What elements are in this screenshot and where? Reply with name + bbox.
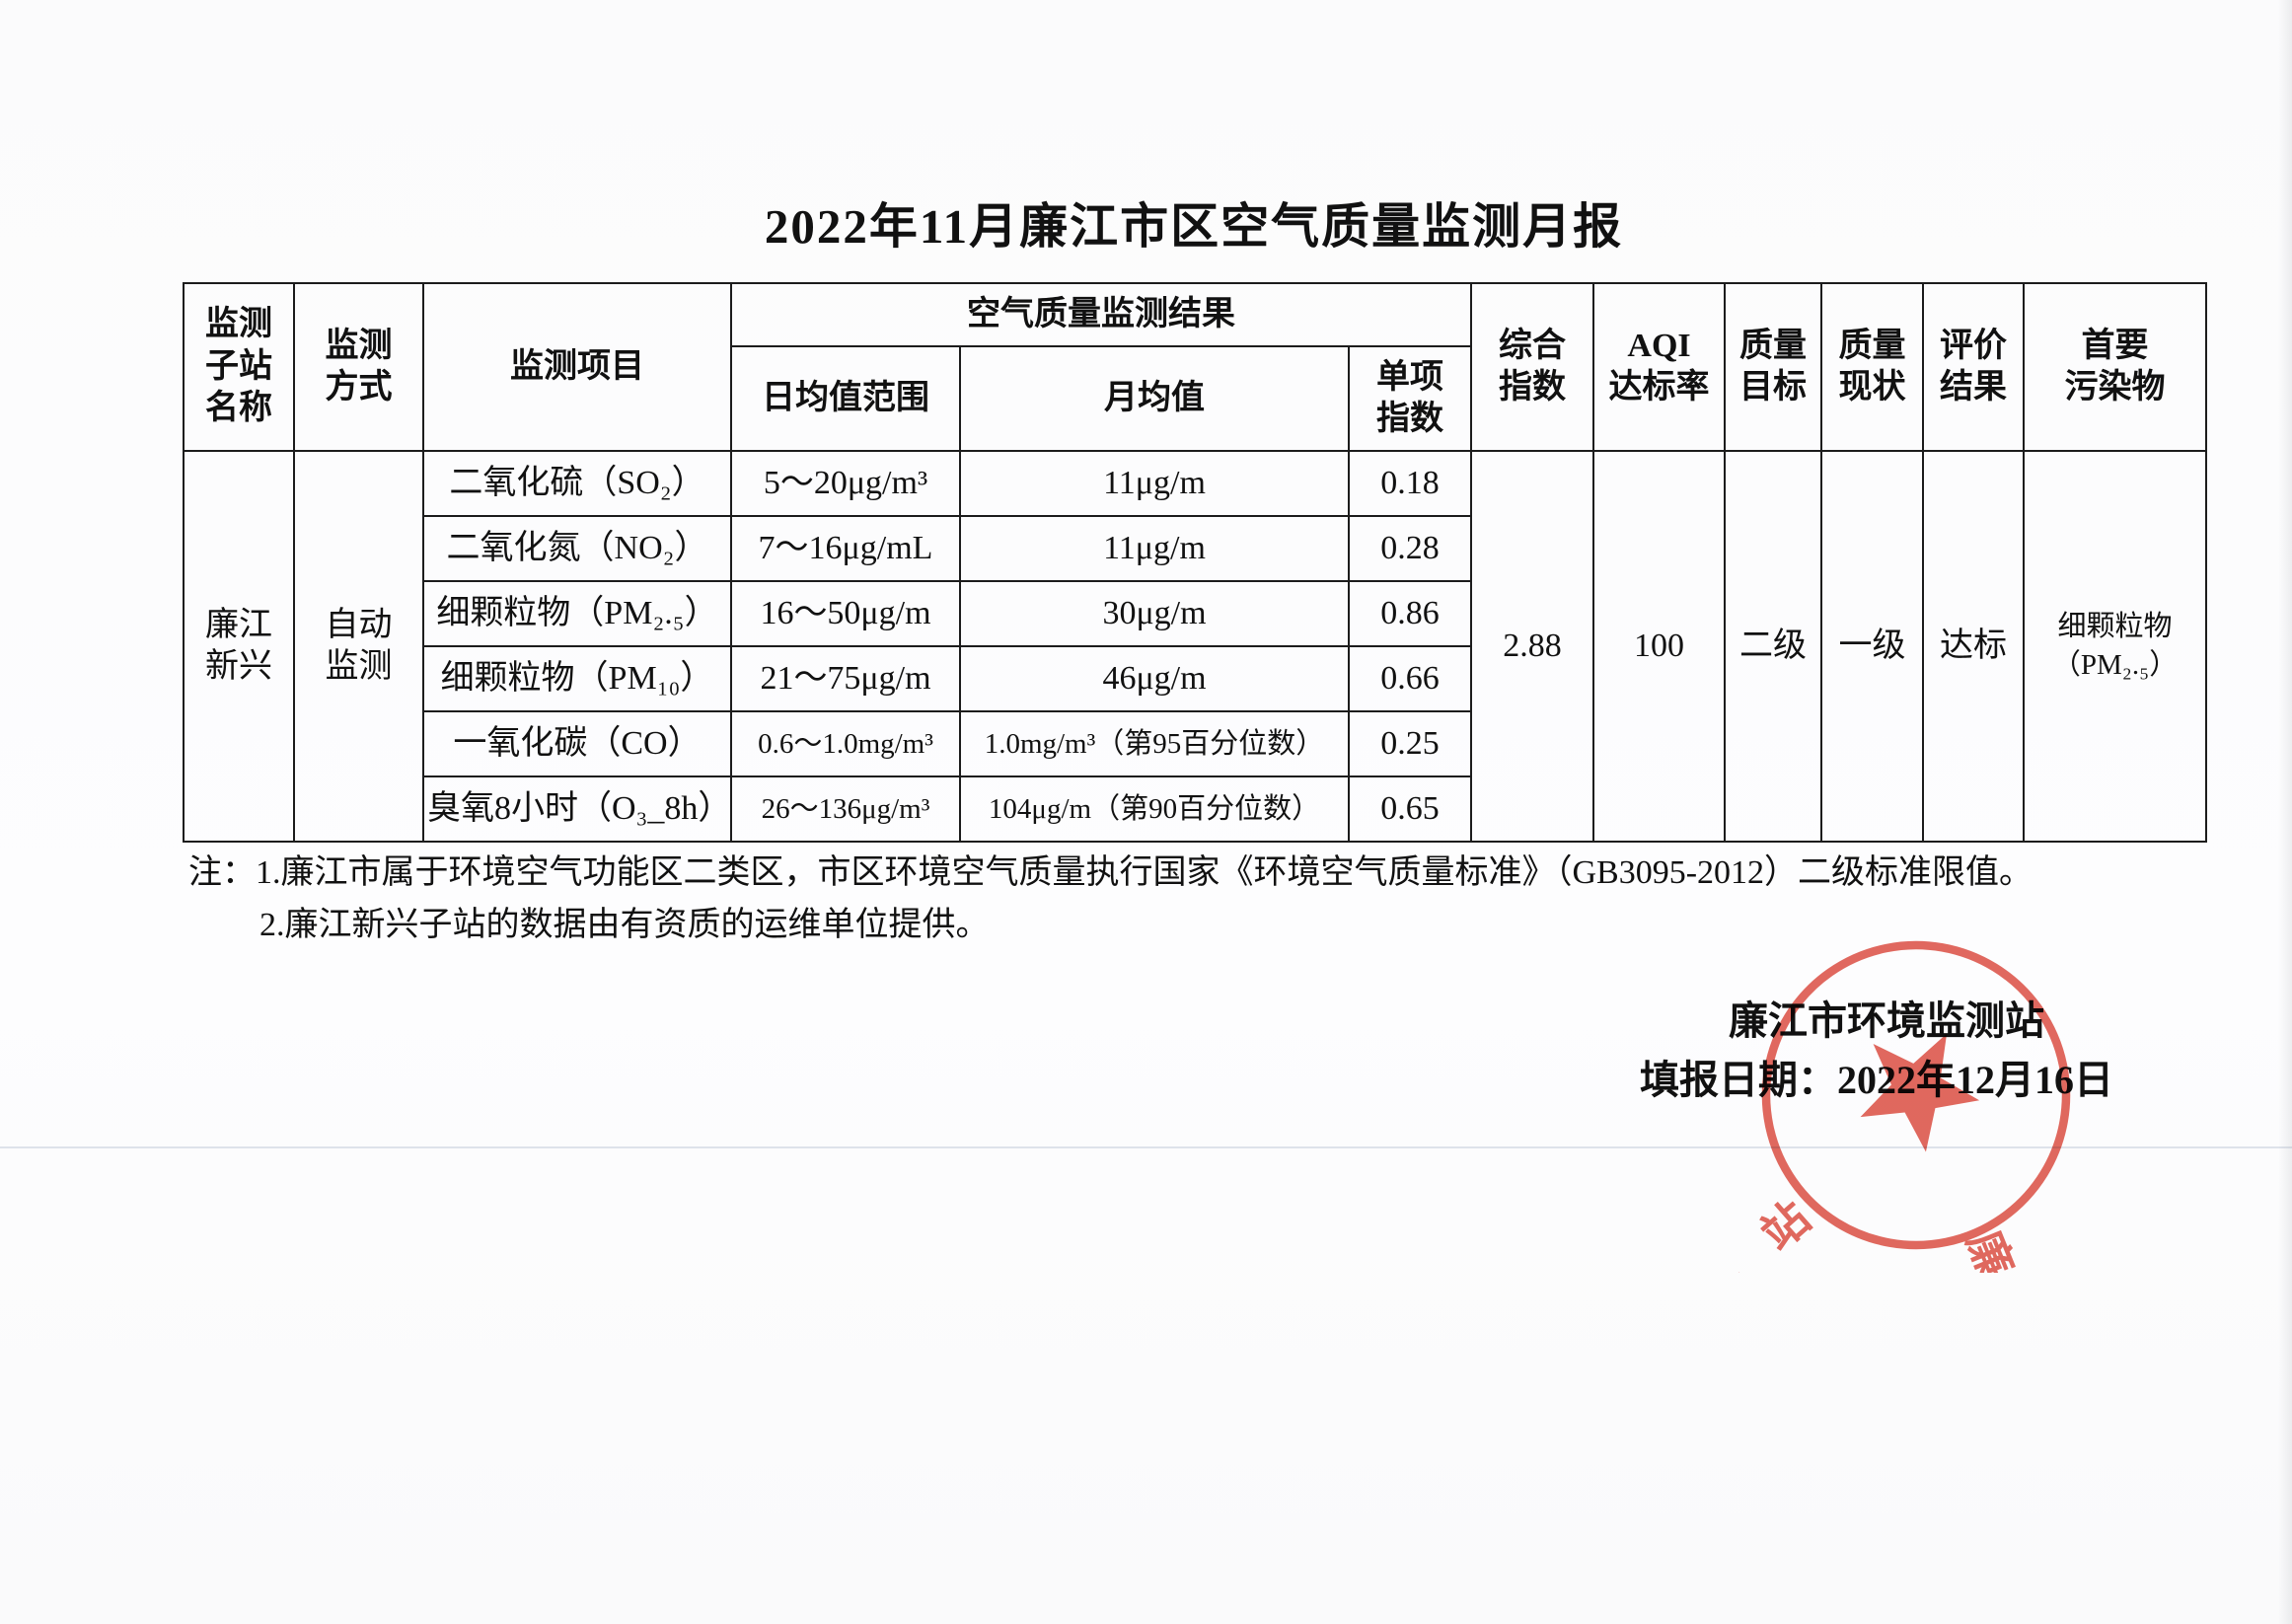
header-primary-pollutant: 首要 污染物 xyxy=(2023,282,2208,452)
header-item: 监测项目 xyxy=(422,282,732,452)
cell-item: 二氧化硫（SO₂） xyxy=(422,450,732,517)
cell-single-index: 0.25 xyxy=(1347,710,1473,777)
header-single-index: 单项 指数 xyxy=(1347,345,1473,452)
cell-composite-index: 2.88 xyxy=(1470,450,1595,843)
cell-item: 二氧化氮（NO₂） xyxy=(422,515,732,582)
cell-item: 一氧化碳（CO） xyxy=(422,710,732,777)
table-row: 细颗粒物（PM₂.₅） 16～50μg/m 30μg/m 0.86 xyxy=(184,580,2206,647)
table-row: 一氧化碳（CO） 0.6～1.0mg/m³ 1.0mg/m³（第95百分位数） … xyxy=(184,710,2206,777)
cell-single-index: 0.86 xyxy=(1347,580,1473,647)
cell-daily-range: 21～75μg/m xyxy=(730,645,961,712)
header-quality-status: 质量 现状 xyxy=(1820,282,1925,452)
table-row: 细颗粒物（PM₁₀） 21～75μg/m 46μg/m 0.66 xyxy=(184,645,2206,712)
header-monthly-avg: 月均值 xyxy=(959,345,1350,452)
cell-single-index: 0.66 xyxy=(1347,645,1473,712)
header-evaluation: 评价 结果 xyxy=(1922,282,2026,452)
cell-daily-range: 7～16μg/mL xyxy=(730,515,961,582)
cell-quality-target: 二级 xyxy=(1724,450,1823,843)
cell-monthly-avg: 30μg/m xyxy=(959,580,1350,647)
table-row: 廉江 新兴 自动 监测 二氧化硫（SO₂） 5～20μg/m³ 11μg/m 0… xyxy=(183,450,2208,843)
table-row: 臭氧8小时（O₃_8h） 26～136μg/m³ 104μg/m（第90百分位数… xyxy=(184,775,2206,843)
footnotes: 注：1.廉江市属于环境空气功能区二类区，市区环境空气质量执行国家《环境空气质量标… xyxy=(188,847,2270,951)
cell-daily-range: 0.6～1.0mg/m³ xyxy=(730,710,961,777)
stamp-ring xyxy=(1761,940,2071,1250)
cell-daily-range: 16～50μg/m xyxy=(730,580,961,647)
footnote-2: 2.廉江新兴子站的数据由有资质的运维单位提供。 xyxy=(259,907,990,944)
cell-item: 臭氧8小时（O₃_8h） xyxy=(422,775,732,843)
cell-monthly-avg: 11μg/m xyxy=(959,450,1350,517)
cell-station: 廉江 新兴 xyxy=(183,450,295,843)
header-daily-range: 日均值范围 xyxy=(730,345,961,452)
table-row: 二氧化氮（NO₂） 7～16μg/mL 11μg/m 0.28 xyxy=(184,515,2206,582)
cell-aqi-rate: 100 xyxy=(1592,450,1727,843)
header-result-group: 空气质量监测结果 xyxy=(729,282,1473,347)
cell-monthly-avg: 104μg/m（第90百分位数） xyxy=(959,775,1350,843)
cell-evaluation: 达标 xyxy=(1922,450,2026,843)
scan-artifact-line xyxy=(0,1146,2292,1148)
header-station: 监测 子站 名称 xyxy=(183,282,295,452)
cell-primary-pollutant: 细颗粒物 （PM₂.₅） xyxy=(2023,450,2208,843)
official-stamp: 廉江市环境监测站 xyxy=(1738,940,2071,1273)
cell-method: 自动 监测 xyxy=(293,450,424,843)
header-quality-target: 质量 目标 xyxy=(1724,282,1823,452)
cell-daily-range: 5～20μg/m³ xyxy=(730,450,961,517)
cell-monthly-avg: 46μg/m xyxy=(959,645,1350,712)
footnote-1: 注：1.廉江市属于环境空气功能区二类区，市区环境空气质量执行国家《环境空气质量标… xyxy=(188,854,2033,891)
header-method: 监测 方式 xyxy=(293,282,424,452)
cell-single-index: 0.18 xyxy=(1347,450,1473,517)
cell-single-index: 0.65 xyxy=(1347,775,1473,843)
cell-item: 细颗粒物（PM₂.₅） xyxy=(422,580,732,647)
stamp-star-icon xyxy=(1860,1033,1980,1152)
cell-item: 细颗粒物（PM₁₀） xyxy=(422,645,732,712)
report-date: 填报日期：2022年12月16日 xyxy=(1640,1058,2113,1102)
air-quality-table: 监测 子站 名称 监测 方式 监测项目 空气质量监测结果 综合 指数 AQI 达… xyxy=(183,282,2208,843)
cell-monthly-avg: 1.0mg/m³（第95百分位数） xyxy=(959,710,1350,777)
header-aqi-rate: AQI 达标率 xyxy=(1592,282,1727,452)
header-composite-index: 综合 指数 xyxy=(1470,282,1595,452)
cell-quality-status: 一级 xyxy=(1820,450,1925,843)
cell-single-index: 0.28 xyxy=(1347,515,1473,582)
cell-monthly-avg: 11μg/m xyxy=(959,515,1350,582)
cell-daily-range: 26～136μg/m³ xyxy=(730,775,961,843)
scan-edge-shade xyxy=(2278,0,2292,1624)
report-title: 2022年11月廉江市区空气质量监测月报 xyxy=(764,199,1624,254)
